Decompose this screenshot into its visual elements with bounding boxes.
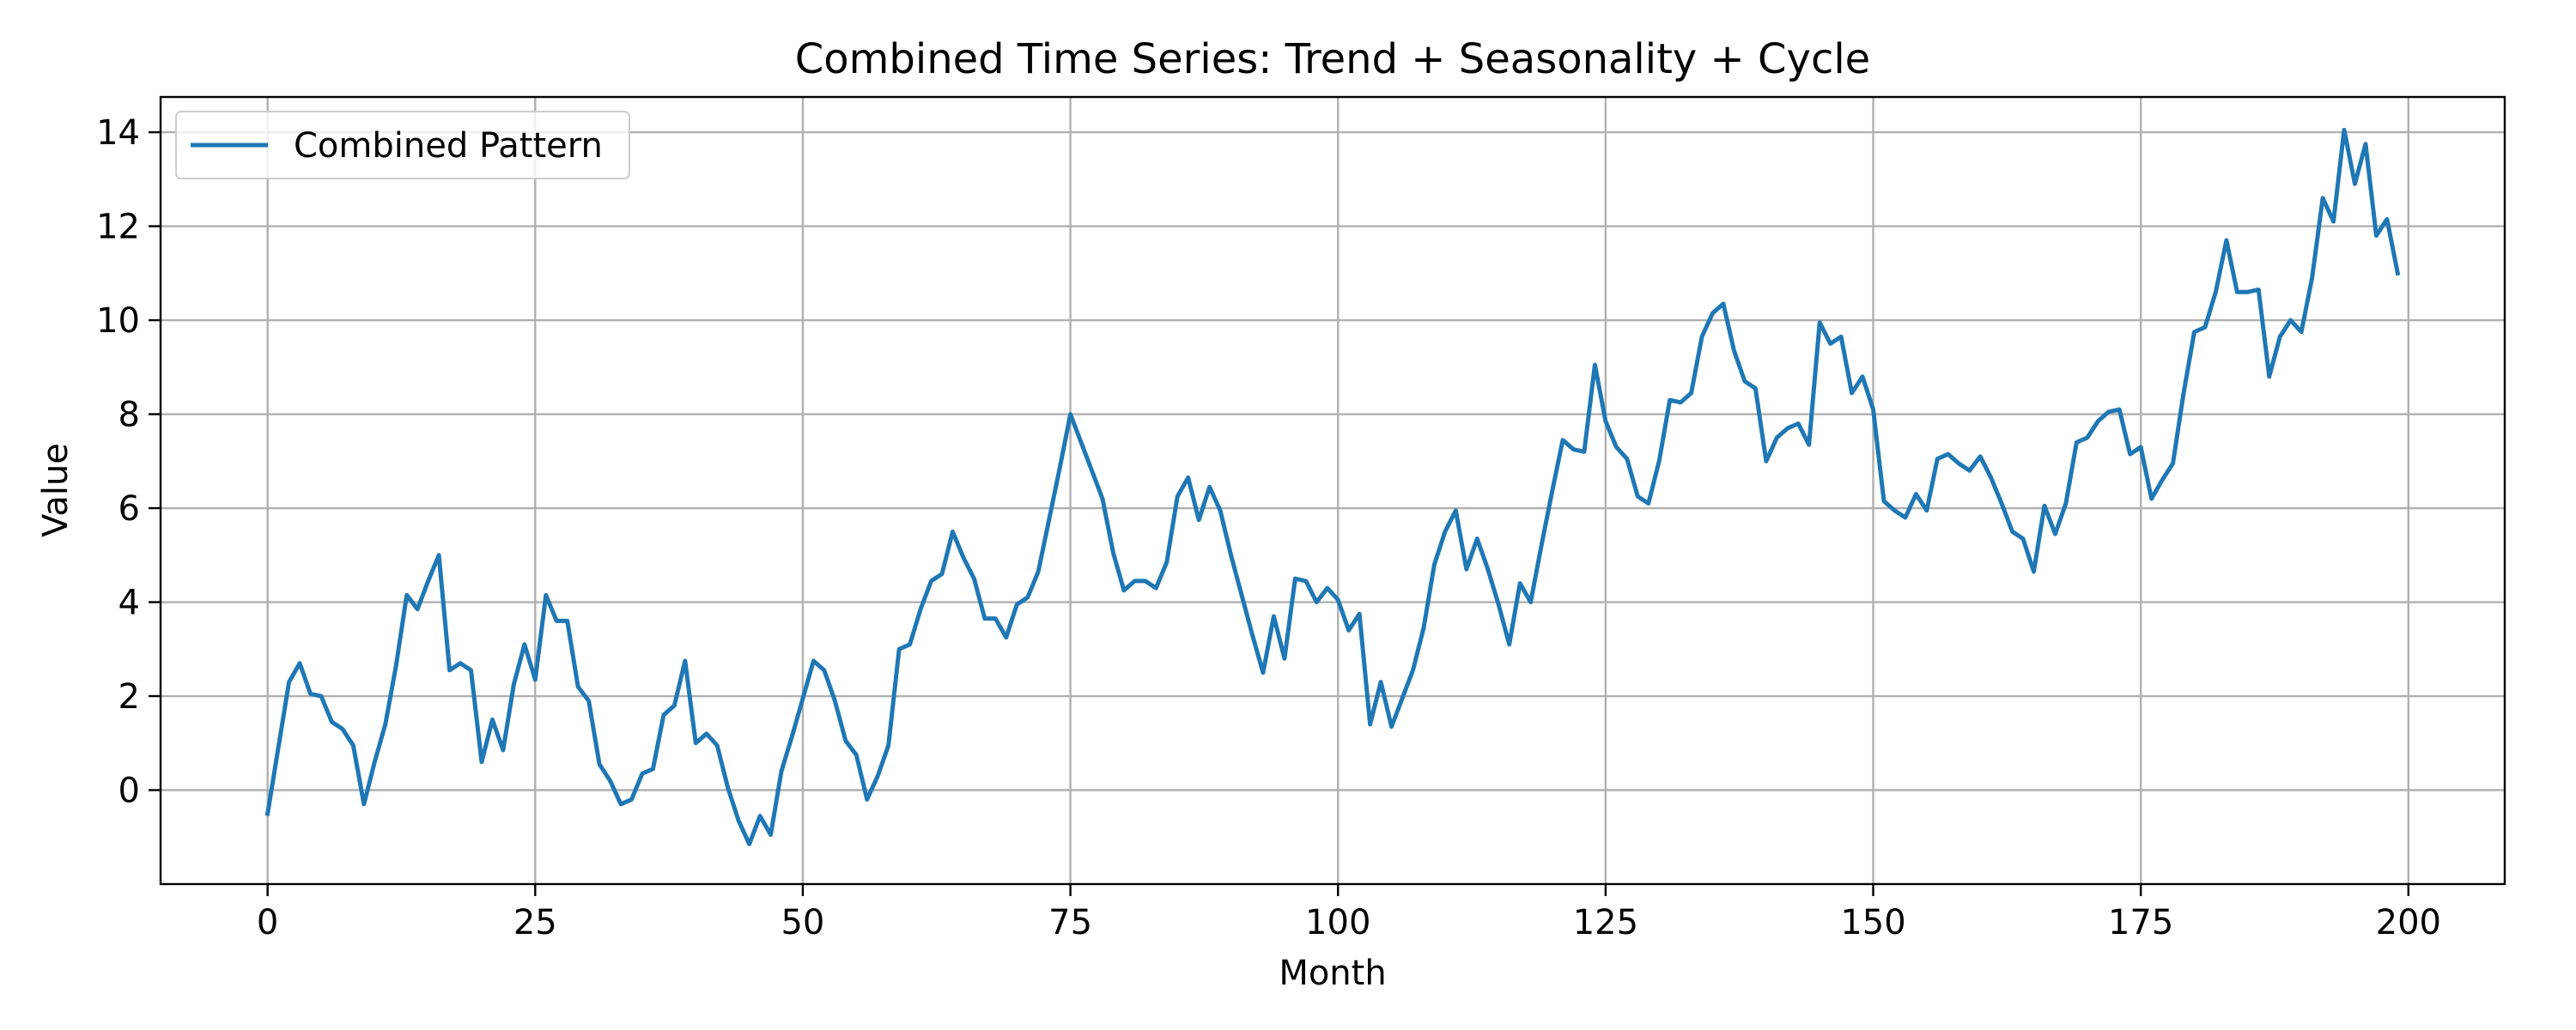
x-tick-label: 150 (1840, 903, 1905, 942)
plot-frame (159, 95, 2506, 886)
x-axis-label: Month (1279, 954, 1386, 993)
y-tick-label: 0 (118, 772, 140, 811)
y-tick-label: 14 (96, 113, 140, 153)
y-tick-label: 8 (118, 396, 140, 435)
y-axis-label: Value (36, 443, 76, 537)
x-tick-label: 125 (1573, 903, 1638, 942)
x-tick-label: 25 (513, 903, 557, 942)
x-tick-label: 100 (1305, 903, 1370, 942)
series-line-combined-pattern (264, 127, 2401, 846)
grid-lines (161, 97, 2505, 884)
axis-ticks: 0 25 50 75 100 125 150 175 200 0 2 4 6 8 10 12 14 (96, 113, 2441, 942)
x-tick-label: 175 (2108, 903, 2173, 942)
legend-box (175, 111, 630, 179)
y-tick-label: 6 (118, 489, 140, 529)
y-tick-label: 4 (118, 584, 140, 623)
legend: Combined Pattern (175, 111, 630, 179)
y-tick-label: 12 (96, 208, 140, 247)
x-tick-label: 200 (2376, 903, 2441, 942)
legend-label-combined-pattern: Combined Pattern (294, 126, 603, 166)
chart-title: Combined Time Series: Trend + Seasonalit… (795, 35, 1870, 83)
x-tick-label: 0 (257, 903, 278, 942)
series-layer (264, 127, 2401, 846)
x-tick-label: 50 (781, 903, 824, 942)
x-tick-label: 75 (1048, 903, 1092, 942)
y-tick-label: 10 (96, 301, 140, 341)
y-tick-label: 2 (118, 677, 140, 717)
